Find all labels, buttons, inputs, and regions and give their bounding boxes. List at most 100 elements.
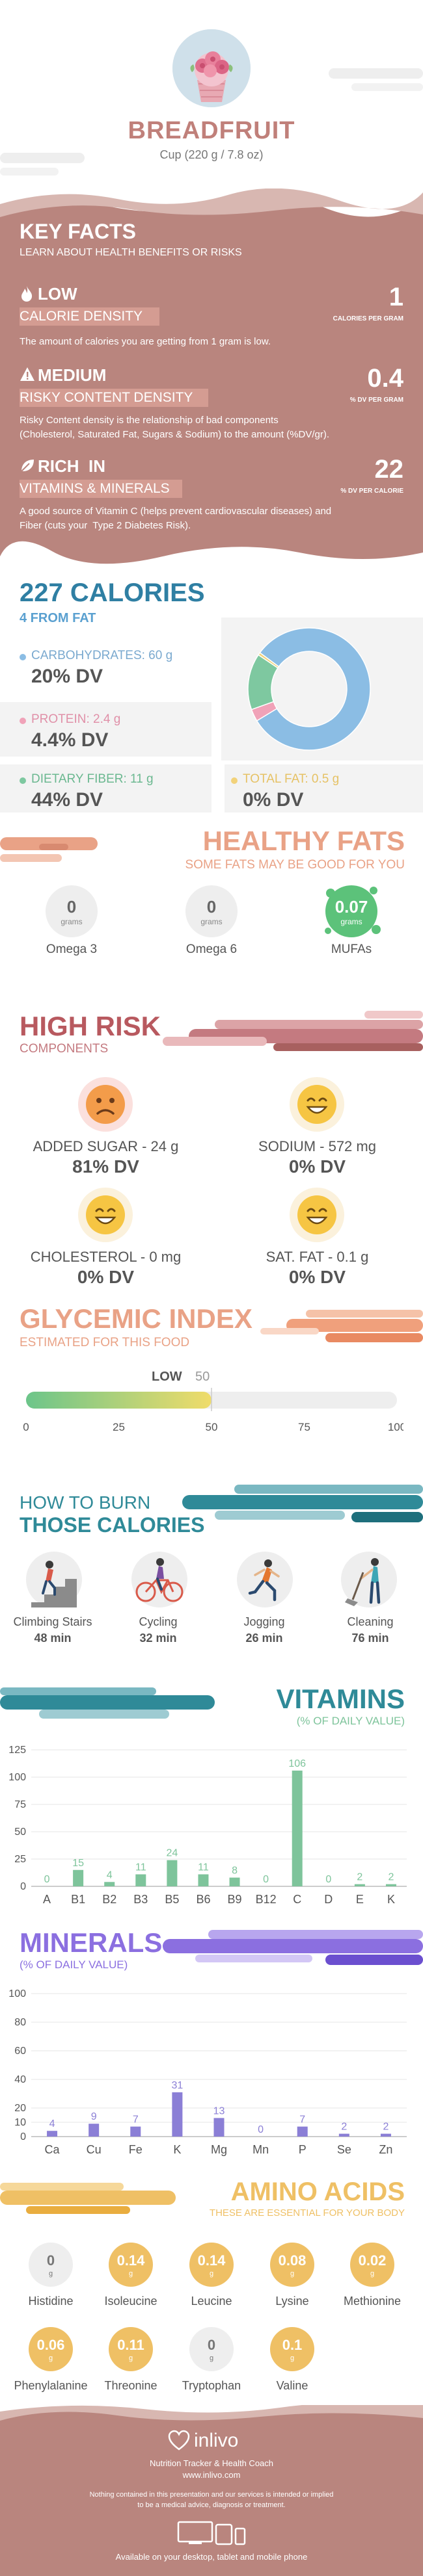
fact-desc-line2: Fiber (cuts your Type 2 Diabetes Risk).	[20, 520, 191, 531]
y-tick-label: 20	[14, 2103, 26, 2114]
fact-name-band	[20, 389, 208, 407]
bar-value-label: 2	[383, 2122, 389, 2133]
y-tick-label: 60	[14, 2046, 26, 2057]
risk-dv: 81% DV	[72, 1156, 139, 1177]
bar-value-label: 7	[133, 2114, 139, 2126]
risk-label: SAT. FAT - 0.1 g	[266, 1249, 369, 1265]
x-tick-label: B3	[133, 1893, 148, 1906]
amino-value: 0	[46, 2252, 55, 2269]
mufa-badge: 0.07 grams	[325, 885, 377, 937]
y-tick-label: 100	[8, 1988, 26, 1999]
x-tick-label: Mg	[211, 2143, 227, 2156]
jogging-icon	[237, 1552, 293, 1607]
amino-unit: g	[48, 2354, 53, 2362]
omega3-value: 0	[66, 896, 77, 917]
mufa-unit: grams	[340, 917, 362, 926]
footer-available: Available on your desktop, tablet and mo…	[115, 2552, 308, 2562]
bar-value-label: 0	[263, 1874, 269, 1885]
devices-icon	[177, 2521, 246, 2545]
amino-value: 0.11	[117, 2336, 144, 2353]
amino-badge: 0.14 g	[109, 2243, 153, 2287]
x-tick-label: Mn	[252, 2143, 269, 2156]
bar	[385, 1884, 396, 1886]
carbs-row: CARBOHYDRATES: 60 g 20% DV	[0, 637, 215, 689]
fact-desc-line1: Risky Content density is the relationshi…	[20, 415, 279, 426]
fact-vitamins-minerals: RICH IN VITAMINS & MINERALS 22 % DV PER …	[20, 455, 403, 540]
bar-value-label: 4	[107, 1869, 113, 1880]
amino-badge: 0.1 g	[270, 2327, 314, 2371]
key-facts-section: KEY FACTS LEARN ABOUT HEALTH BENEFITS OR…	[0, 189, 423, 566]
minerals-ribbon	[163, 1930, 423, 1965]
burn-cycling-label: Cycling	[139, 1615, 178, 1628]
glycemic-section: GLYCEMIC INDEX ESTIMATED FOR THIS FOOD L…	[0, 1290, 423, 1459]
y-tick-label: 10	[14, 2117, 26, 2128]
cupcake-icon	[172, 29, 251, 107]
footer-url[interactable]: www.inlivo.com	[182, 2470, 241, 2480]
amino-badge: 0.11 g	[109, 2327, 153, 2371]
footer-background	[0, 2405, 423, 2576]
amino-value: 0.14	[197, 2252, 226, 2269]
bar-value-label: 2	[341, 2122, 347, 2133]
mufa-label: MUFAs	[331, 943, 372, 956]
amino-section: AMINO ACIDS THESE ARE ESSENTIAL FOR YOUR…	[0, 2171, 423, 2405]
bar	[130, 2126, 141, 2137]
x-tick-label: B2	[102, 1893, 116, 1906]
y-tick-label: 100	[8, 1772, 26, 1783]
amino-label: Leucine	[191, 2295, 232, 2308]
fact-level: MEDIUM	[38, 365, 107, 385]
amino-unit: g	[370, 2269, 375, 2278]
bar-value-label: 0	[44, 1874, 50, 1885]
amino-badge: 0.06 g	[29, 2327, 73, 2371]
macro-donut-chart	[247, 627, 371, 751]
y-tick-label: 50	[14, 1827, 26, 1838]
bar-value-label: 0	[325, 1874, 331, 1885]
amino-unit: g	[128, 2269, 133, 2278]
fact-name-band	[20, 480, 182, 498]
glycemic-title: GLYCEMIC INDEX	[20, 1303, 252, 1334]
fact-risky-content-density: MEDIUM RISKY CONTENT DENSITY 0.4 % DV PE…	[20, 364, 403, 449]
mufa-splash	[325, 885, 381, 937]
protein-label: PROTEIN: 2.4 g	[31, 712, 121, 726]
glycemic-tick-label: 75	[298, 1421, 310, 1433]
amino-grid: 0 g Histidine 0.14 g Isoleucine 0.14 g Leucine 0.…	[0, 2230, 423, 2405]
amino-value: 0.06	[36, 2336, 65, 2353]
fact-level: LOW	[38, 284, 77, 304]
bar-value-label: 2	[389, 1872, 394, 1883]
fact-desc: The amount of calories you are getting f…	[20, 336, 271, 347]
amino-badge: 0.08 g	[270, 2243, 314, 2287]
fat-label: TOTAL FAT: 0.5 g	[243, 772, 340, 786]
risk-dv: 0% DV	[288, 1267, 346, 1287]
fact-calorie-density: LOW CALORIE DENSITY 1 CALORIES PER GRAM …	[20, 283, 403, 361]
calories-title: 227 CALORIES	[20, 579, 205, 607]
minerals-title: MINERALS	[20, 1927, 163, 1958]
amino-label: Valine	[276, 2379, 308, 2392]
carbs-dot	[20, 654, 26, 660]
x-tick-label: A	[43, 1893, 51, 1906]
fact-name: CALORIE DENSITY	[20, 309, 143, 324]
y-tick-label: 0	[20, 1881, 26, 1892]
omega3-label: Omega 3	[46, 943, 98, 956]
fat-dv: 0% DV	[243, 789, 304, 811]
x-tick-label: Fe	[129, 2143, 143, 2156]
key-facts-background	[0, 189, 423, 564]
fact-value: 1	[389, 283, 403, 311]
bar	[338, 2133, 349, 2137]
burn-title-line2: THOSE CALORIES	[20, 1513, 205, 1537]
calories-section: 227 CALORIES 4 FROM FAT CARBOHYDRATES: 6…	[0, 566, 423, 813]
bar-value-label: 15	[72, 1858, 84, 1869]
glycemic-tick-label: 25	[113, 1421, 125, 1433]
amino-unit: g	[128, 2354, 133, 2362]
amino-label: Phenylalanine	[14, 2379, 88, 2392]
bar	[292, 1770, 303, 1886]
glycemic-scale: 0 25 50 75 100	[23, 1388, 403, 1433]
amino-label: Methionine	[343, 2295, 402, 2308]
protein-row: PROTEIN: 2.4 g 4.4% DV	[0, 702, 212, 757]
fact-unit: % DV PER GRAM	[349, 397, 403, 404]
happy-face-icon	[290, 1188, 344, 1242]
x-tick-label: Cu	[87, 2143, 102, 2156]
vitamins-bar-chart: 0 25 50 75 100 125 0 A 15 B1 4 B2 11 B3 24 B5 11 B6 8 B9 0 B1…	[8, 1745, 407, 1906]
x-tick-label: K	[387, 1893, 395, 1906]
burn-jogging-min: 26 min	[245, 1632, 283, 1645]
